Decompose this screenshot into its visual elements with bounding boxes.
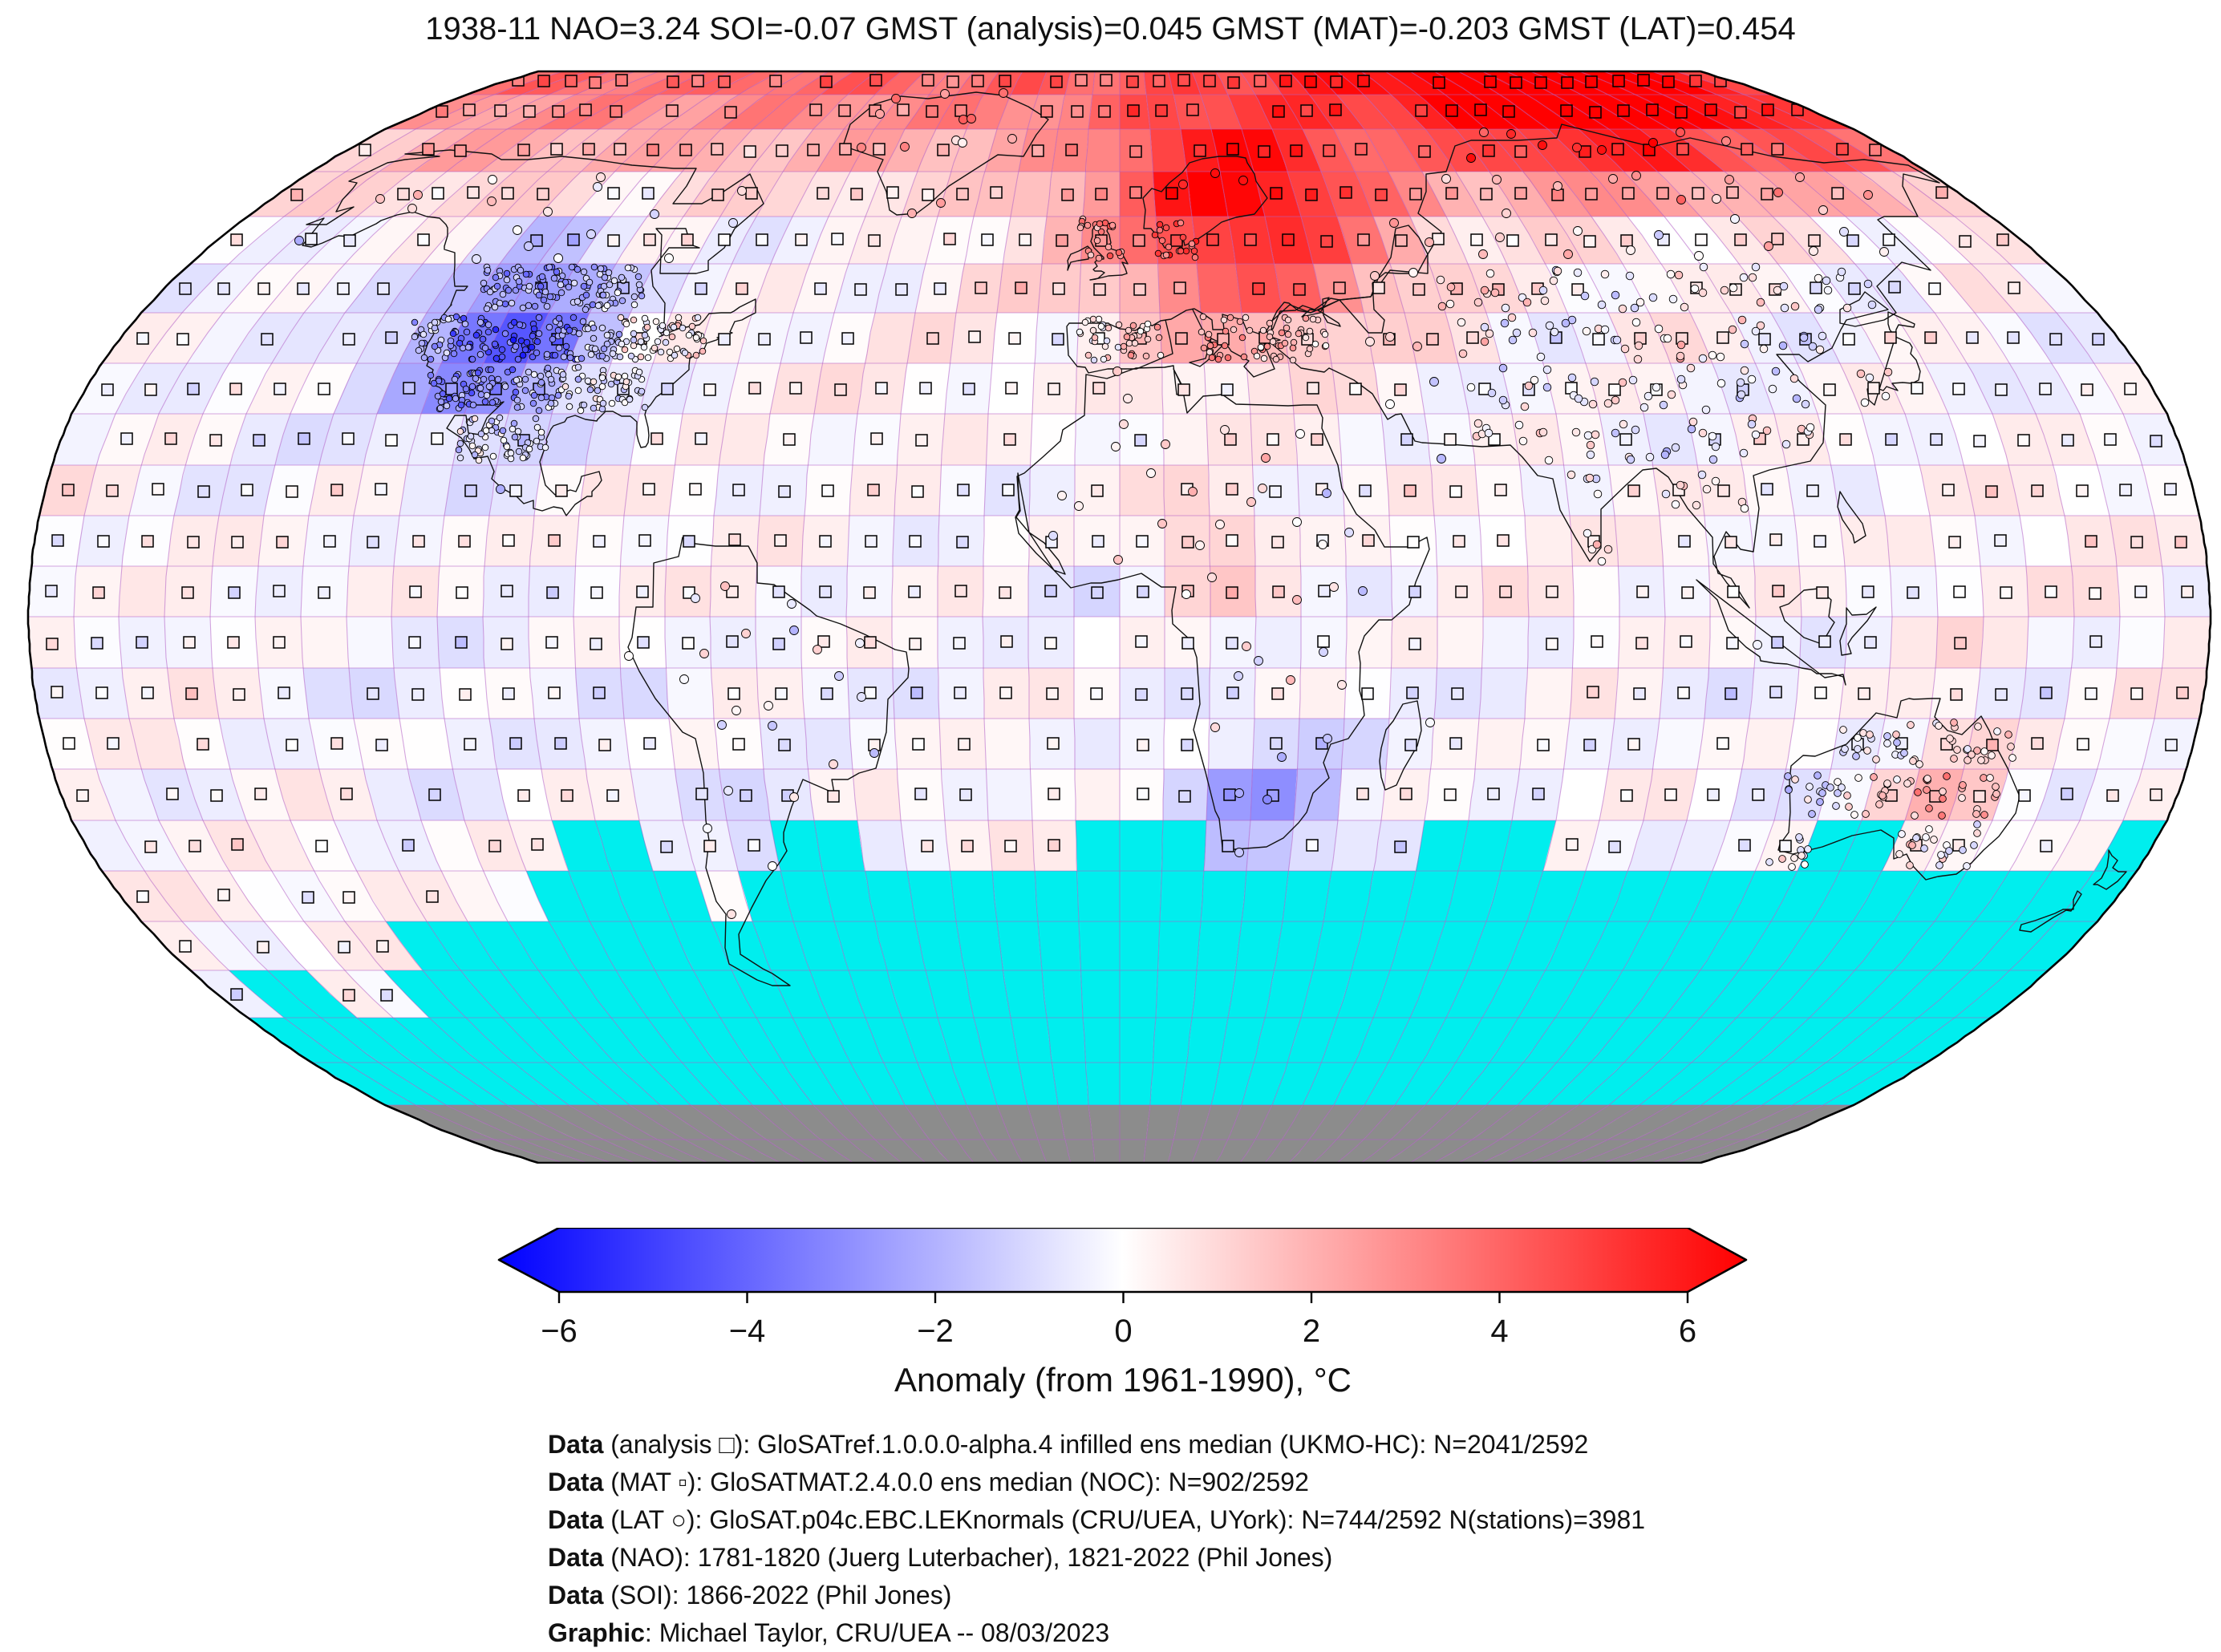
- svg-text:−4: −4: [729, 1314, 766, 1349]
- svg-text:0: 0: [1114, 1314, 1132, 1349]
- svg-text:Anomaly (from 1961-1990), °C: Anomaly (from 1961-1990), °C: [894, 1361, 1352, 1399]
- svg-text:2: 2: [1303, 1314, 1320, 1349]
- svg-text:−6: −6: [541, 1314, 578, 1349]
- svg-text:6: 6: [1679, 1314, 1696, 1349]
- svg-text:−2: −2: [917, 1314, 954, 1349]
- svg-text:4: 4: [1490, 1314, 1508, 1349]
